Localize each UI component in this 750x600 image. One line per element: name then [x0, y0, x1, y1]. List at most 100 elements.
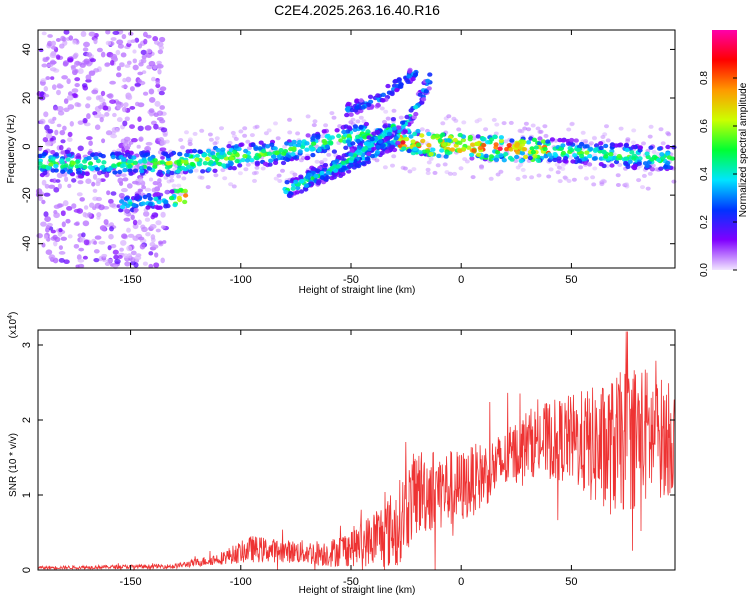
heatmap-cell — [665, 151, 671, 156]
x-tick-label: 0 — [458, 274, 464, 286]
heatmap-cell — [623, 156, 629, 161]
heatmap-cell — [269, 142, 275, 147]
heatmap-cell — [406, 148, 412, 154]
heatmap-cell — [151, 212, 159, 218]
heatmap-cell — [385, 83, 391, 89]
heatmap-cell — [110, 191, 117, 196]
heatmap-cell — [105, 29, 111, 35]
heatmap-cell — [532, 154, 538, 159]
heatmap-cell — [61, 75, 68, 80]
x-tick-label: -50 — [343, 274, 359, 286]
heatmap-cell — [253, 146, 259, 151]
heatmap-cell — [603, 143, 609, 149]
heatmap-cell — [254, 165, 260, 170]
heatmap-cell — [192, 131, 198, 136]
heatmap-cell — [109, 99, 117, 104]
y-tick-label: 0 — [21, 567, 33, 573]
heatmap-cell — [45, 133, 53, 139]
heatmap-cell — [60, 236, 67, 241]
heatmap-cell — [240, 157, 246, 163]
heatmap-cell — [591, 156, 598, 161]
heatmap-cell — [142, 194, 148, 200]
heatmap-cell — [535, 158, 542, 163]
heatmap-cell — [280, 168, 285, 173]
heatmap-cell — [369, 137, 375, 142]
heatmap-cell — [571, 177, 577, 182]
heatmap-cell — [311, 141, 317, 146]
heatmap-cell — [349, 148, 355, 153]
heatmap-cell — [71, 178, 77, 183]
heatmap-cell — [136, 144, 141, 149]
heatmap-cell — [518, 158, 524, 164]
heatmap-cell — [375, 93, 381, 98]
heatmap-cell — [353, 162, 360, 168]
heatmap-cell — [587, 153, 593, 159]
spectrogram-ticks: -150 -100 -50 0 50 -40 -20 0 20 40 — [21, 30, 675, 286]
heatmap-cell — [45, 142, 52, 147]
heatmap-cell — [95, 196, 103, 202]
heatmap-cell — [121, 163, 127, 168]
snr-x-axis-title: Height of straight line (km) — [299, 585, 416, 596]
heatmap-cell — [148, 201, 154, 207]
heatmap-cell — [426, 131, 432, 137]
heatmap-cell — [67, 104, 75, 110]
colorbar-title: Normalized spectral amplitude — [738, 82, 749, 217]
heatmap-cell — [115, 49, 121, 56]
heatmap-cell — [159, 119, 166, 124]
heatmap-cell — [531, 137, 538, 142]
heatmap-cell — [194, 153, 200, 159]
heatmap-cell — [93, 155, 99, 161]
heatmap-cell — [293, 179, 299, 184]
heatmap-cell — [267, 151, 273, 156]
heatmap-cell — [76, 170, 82, 175]
heatmap-cell — [456, 127, 462, 132]
heatmap-cell — [86, 96, 92, 101]
heatmap-cell — [263, 131, 269, 136]
heatmap-cell — [114, 258, 121, 265]
heatmap-cell — [139, 243, 146, 250]
heatmap-cell — [360, 161, 366, 166]
heatmap-cell — [137, 188, 144, 193]
heatmap-cell — [55, 54, 61, 60]
figure-title: C2E4.2025.263.16.40.R16 — [274, 2, 440, 18]
heatmap-cell — [375, 102, 381, 108]
heatmap-cell — [656, 157, 662, 163]
heatmap-cell — [618, 126, 624, 131]
heatmap-cell — [287, 117, 292, 122]
heatmap-cell — [200, 169, 206, 174]
heatmap-cell — [246, 155, 252, 160]
heatmap-cell — [287, 193, 293, 199]
heatmap-cell — [105, 40, 112, 46]
heatmap-cell — [122, 120, 128, 127]
heatmap-cell — [609, 163, 615, 168]
heatmap-cell — [588, 146, 594, 152]
heatmap-cell — [560, 166, 566, 171]
heatmap-cell — [101, 138, 106, 144]
heatmap-cell — [44, 124, 50, 131]
heatmap-cell — [590, 175, 596, 180]
heatmap-cell — [126, 60, 132, 66]
heatmap-cell — [67, 57, 74, 63]
heatmap-cell — [425, 78, 431, 84]
heatmap-cell — [315, 168, 321, 173]
heatmap-cell — [104, 62, 110, 68]
heatmap-cell — [94, 124, 101, 131]
heatmap-cell — [202, 152, 208, 157]
y-tick-label: -20 — [21, 187, 33, 203]
heatmap-cell — [47, 128, 54, 134]
heatmap-cell — [57, 230, 63, 237]
heatmap-cell — [608, 152, 614, 157]
heatmap-cell — [426, 143, 432, 148]
heatmap-cell — [262, 161, 268, 166]
heatmap-cell — [165, 161, 171, 166]
heatmap-cell — [485, 140, 491, 145]
heatmap-cell — [145, 34, 152, 39]
heatmap-cell — [148, 88, 155, 95]
heatmap-cell — [110, 37, 117, 41]
heatmap-cell — [132, 160, 138, 165]
heatmap-cell — [542, 146, 548, 152]
heatmap-cell — [176, 183, 182, 188]
heatmap-cell — [555, 170, 561, 175]
heatmap-cell — [415, 128, 421, 134]
heatmap-cell — [60, 150, 66, 155]
